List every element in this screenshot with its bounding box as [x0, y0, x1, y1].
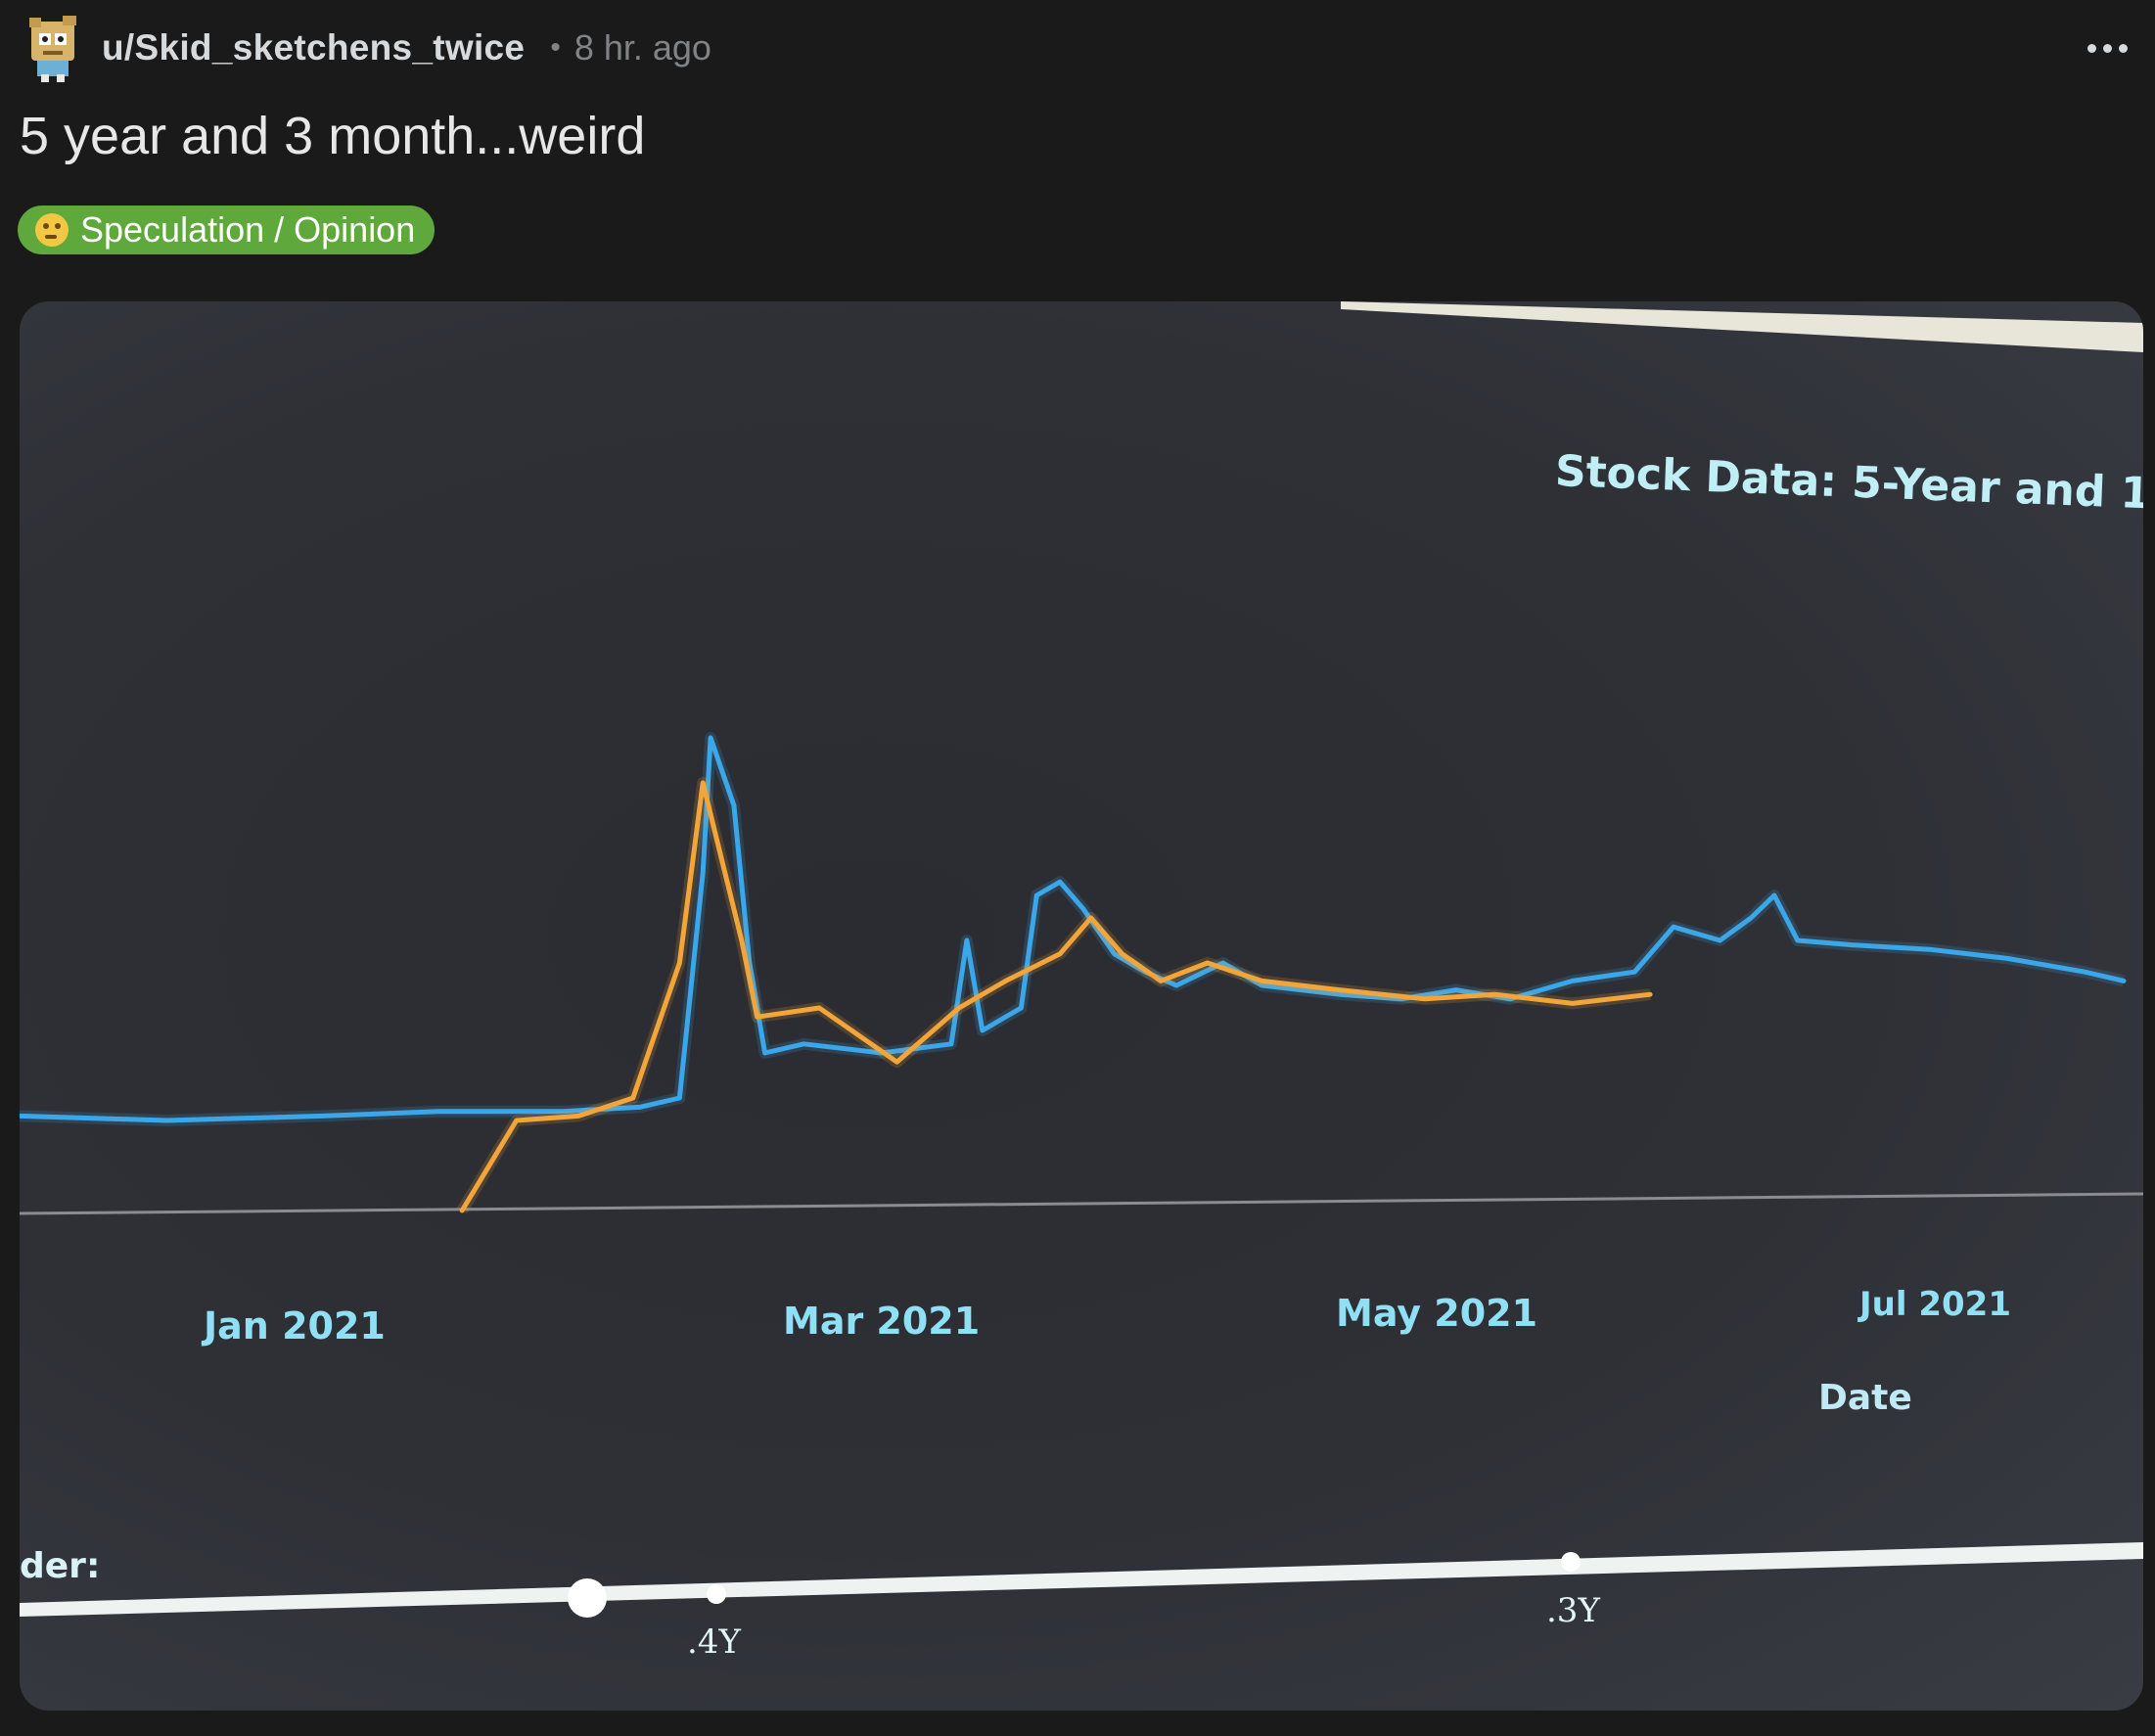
flair-label: Speculation / Opinion [80, 209, 416, 250]
thinking-face-icon [35, 213, 69, 247]
monitor-top-edge [1341, 301, 2143, 352]
avatar[interactable] [23, 14, 82, 82]
x-tick-label: May 2021 [1336, 1292, 1538, 1335]
series-line-1-year [459, 780, 1653, 1213]
post-image[interactable]: Stock Data: 5-Year and 1-Year Jan 2021 M… [20, 301, 2143, 1711]
slider-mark-label: .3Y [1546, 1591, 1600, 1630]
x-tick-label: Jan 2021 [204, 1304, 386, 1348]
post-title[interactable]: 5 year and 3 month...weird [20, 107, 646, 165]
range-slider-track [20, 1542, 2143, 1617]
range-slider-stop [707, 1584, 726, 1604]
meta-separator: • [550, 31, 561, 64]
more-dot-icon [2119, 43, 2128, 53]
flair-badge[interactable]: Speculation / Opinion [18, 206, 436, 254]
more-dot-icon [2087, 43, 2096, 53]
post-timestamp: 8 hr. ago [573, 27, 711, 68]
series-line-glow [20, 732, 2126, 1126]
post-header: u/Skid_sketchens_twice • 8 hr. ago [23, 14, 2132, 82]
range-slider-stop [1561, 1552, 1581, 1572]
x-tick-label: Mar 2021 [783, 1300, 981, 1343]
x-tick-label: Jul 2021 [1859, 1285, 2011, 1324]
range-slider-handle[interactable] [568, 1578, 607, 1618]
series-line-5-year [20, 735, 2127, 1123]
username-link[interactable]: u/Skid_sketchens_twice [102, 27, 526, 68]
x-axis-line [20, 1192, 2143, 1215]
x-axis-label: Date [1818, 1378, 1912, 1418]
more-dot-icon [2103, 43, 2112, 53]
slider-mark-label: .4Y [687, 1622, 741, 1662]
slider-label: der: [20, 1546, 101, 1586]
more-options-button[interactable] [2084, 32, 2132, 65]
chart-photo [20, 301, 2143, 1618]
